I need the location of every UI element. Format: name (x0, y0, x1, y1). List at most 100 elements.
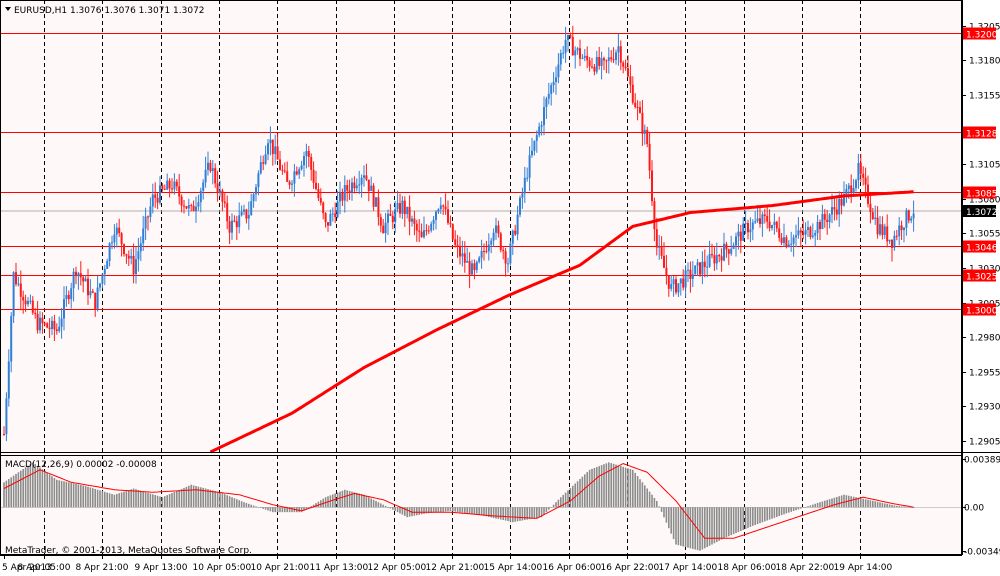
candle-body (276, 146, 279, 160)
macd-bar (521, 507, 524, 521)
macd-bar (687, 507, 689, 548)
macd-bar (257, 507, 260, 508)
candle-body (907, 210, 910, 221)
macd-bar (881, 502, 884, 508)
macd-bar (39, 467, 41, 508)
macd-bar (159, 496, 161, 508)
candle-body (334, 213, 337, 218)
macd-bar (555, 502, 557, 508)
candle-body (65, 294, 68, 300)
macd-bar (348, 490, 351, 508)
macd-bar (183, 487, 185, 508)
macd-bar (891, 504, 893, 508)
candle-body (823, 214, 826, 220)
candle-body (132, 255, 135, 275)
macd-bar (912, 507, 915, 508)
candle-body (149, 206, 152, 217)
macd-bar (22, 468, 24, 508)
macd-bar (893, 505, 896, 508)
macd-bar (202, 487, 204, 508)
macd-bar (15, 473, 17, 508)
macd-bar (468, 507, 471, 514)
macd-bar (228, 496, 231, 508)
candle-body (713, 255, 716, 264)
macd-bar (692, 507, 694, 549)
candle-body (874, 217, 877, 220)
candle-body (312, 169, 315, 183)
dropdown-triangle-icon[interactable] (5, 7, 11, 11)
macd-bar (908, 506, 910, 508)
macd-bar (562, 494, 564, 508)
candle-body (747, 223, 749, 233)
candle-body (545, 98, 548, 108)
candle-body (574, 50, 577, 56)
candle-body (171, 188, 173, 190)
candle-body (727, 249, 730, 254)
candle-body (370, 185, 373, 191)
candle-body (430, 223, 433, 231)
candle-body (286, 171, 289, 182)
candle-body (123, 244, 125, 255)
macd-bar (118, 493, 120, 508)
candle-body (598, 56, 601, 66)
time-tick-label: 12 Apr 21:00 (426, 563, 485, 573)
candle-body (665, 267, 668, 276)
candle-body (689, 269, 692, 279)
macd-bar (723, 507, 725, 539)
candle-body (879, 224, 881, 235)
price-tick-label: 1.3105 (969, 161, 1000, 171)
candle-body (375, 197, 377, 207)
candle-body (495, 225, 497, 233)
macd-bar (483, 507, 485, 516)
macd-bar (634, 472, 636, 508)
macd-bar (540, 507, 543, 518)
candle-body (211, 168, 214, 171)
macd-bar (531, 507, 533, 519)
candle-body (653, 201, 656, 230)
candle-body (696, 262, 699, 266)
candle-body (718, 254, 721, 257)
candle-body (382, 225, 385, 234)
candle-body (670, 284, 673, 289)
candle-body (557, 64, 560, 78)
macd-bar (58, 480, 60, 508)
candle-body (463, 253, 466, 263)
candle-body (847, 185, 850, 190)
price-tick-label: 1.2980 (969, 334, 1000, 344)
candle-body (22, 296, 25, 301)
macd-bar (773, 507, 776, 518)
time-tick-label: 18 Apr 22:00 (776, 563, 835, 573)
macd-bar (108, 493, 111, 508)
macd-bar (896, 505, 898, 508)
candle-body (111, 242, 113, 244)
time-tick-label: 10 Apr 05:00 (193, 563, 252, 573)
candle-body (679, 278, 682, 284)
macd-bar (776, 507, 778, 517)
candle-body (379, 217, 382, 226)
candle-body (372, 185, 375, 207)
candle-body (72, 271, 75, 289)
candle-body (888, 239, 891, 242)
macd-bar (53, 478, 56, 508)
candle-body (658, 246, 661, 248)
macd-bar (528, 507, 531, 520)
macd-bar (3, 482, 5, 508)
macd-bar (404, 507, 406, 516)
macd-bar (250, 504, 252, 508)
macd-bar (116, 493, 118, 508)
candle-body (547, 93, 550, 99)
candle-body (648, 144, 651, 171)
candle-body (792, 237, 795, 244)
candle-body (703, 261, 706, 267)
macd-bar (164, 496, 166, 508)
candle-body (687, 269, 689, 271)
macd-bar (456, 507, 459, 512)
candle-body (809, 227, 812, 237)
macd-bar (783, 507, 785, 515)
candle-body (120, 233, 123, 245)
price-level-tag (963, 269, 996, 282)
candle-body (163, 188, 166, 190)
candle-body (487, 244, 490, 252)
candle-body (363, 175, 365, 178)
